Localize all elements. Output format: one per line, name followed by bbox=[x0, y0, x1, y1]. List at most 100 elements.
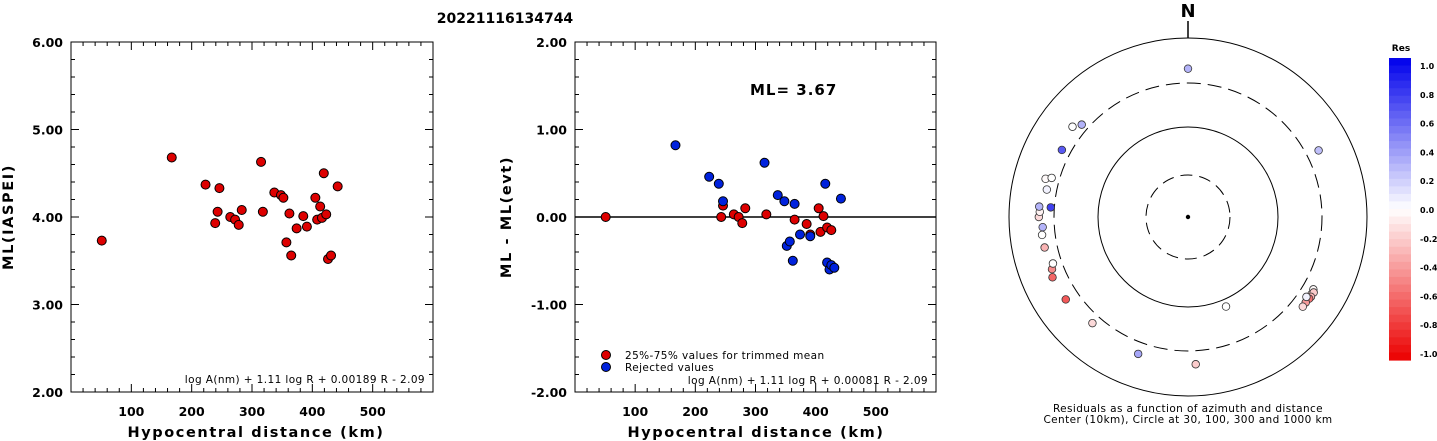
colorbar-label: -1.0 bbox=[1420, 350, 1437, 359]
data-point-trimmed bbox=[310, 192, 321, 203]
colorbar-blocks: 1.0 0.8 0.6 0.4 0.2 0.0 -0.2 -0.4 -0.6 -0.8 -1.0 bbox=[1389, 58, 1437, 361]
colorbar-block bbox=[1389, 246, 1411, 255]
data-point-rejected bbox=[805, 231, 816, 242]
colorbar-block bbox=[1389, 80, 1411, 89]
data-point-rejected bbox=[718, 196, 729, 207]
ring-1000km bbox=[1008, 37, 1368, 397]
colorbar-block bbox=[1389, 193, 1411, 203]
colorbar-block bbox=[1389, 314, 1411, 323]
data-point-trimmed bbox=[166, 152, 177, 163]
colorbar-block bbox=[1389, 73, 1411, 82]
station-residual-point bbox=[1183, 64, 1193, 73]
data-point-trimmed bbox=[332, 181, 343, 192]
colorbar-block bbox=[1389, 261, 1411, 270]
colorbar-block bbox=[1389, 186, 1411, 195]
colorbar-label: 1.0 bbox=[1420, 62, 1435, 71]
y-tick-label: 0.00 bbox=[536, 210, 567, 225]
polar-points bbox=[1034, 64, 1323, 369]
colorbar-block bbox=[1389, 88, 1411, 97]
x-tick-label: 500 bbox=[863, 404, 889, 419]
y-tick-label: -1.00 bbox=[531, 298, 567, 313]
data-point-trimmed bbox=[278, 192, 289, 203]
y-tick-label: -2.00 bbox=[531, 385, 567, 400]
data-point-trimmed bbox=[256, 156, 267, 167]
data-point-trimmed bbox=[801, 219, 812, 229]
colorbar-block bbox=[1389, 118, 1411, 127]
colorbar-block bbox=[1389, 299, 1411, 308]
data-point-trimmed bbox=[716, 212, 727, 222]
data-point-trimmed bbox=[813, 203, 824, 214]
colorbar-block bbox=[1389, 337, 1411, 346]
colorbar-block bbox=[1389, 269, 1411, 278]
data-point-rejected bbox=[779, 196, 790, 207]
plot2-points bbox=[600, 140, 846, 275]
y-tick-label: 2.00 bbox=[536, 35, 567, 50]
colorbar-block bbox=[1389, 58, 1411, 67]
colorbar-label: 0.6 bbox=[1420, 120, 1435, 129]
station-residual-point bbox=[1298, 302, 1307, 311]
station-residual-point bbox=[1048, 273, 1057, 282]
data-point-trimmed bbox=[789, 214, 800, 225]
y-tick-label: 5.00 bbox=[32, 123, 63, 138]
station-residual-point bbox=[1068, 122, 1077, 131]
colorbar-title: Res bbox=[1392, 44, 1410, 54]
station-residual-point bbox=[1035, 202, 1044, 211]
colorbar-block bbox=[1389, 322, 1411, 331]
data-point-rejected bbox=[670, 140, 681, 151]
y-tick-label: 1.00 bbox=[536, 123, 567, 138]
station-residual-point bbox=[1038, 222, 1047, 232]
figure-title: 20221116134744 bbox=[437, 11, 574, 27]
colorbar-block bbox=[1389, 209, 1411, 218]
plot1-ticks: 100 200 300 400 500 2.00 3.00 4.00 5.00 6.00 bbox=[32, 35, 433, 419]
ring-30km bbox=[1145, 174, 1231, 260]
x-tick-label: 300 bbox=[742, 404, 768, 419]
panel-residual-vs-distance: 100 200 300 400 500 -2.00 -1.00 0.00 1.00 2.00 ML… bbox=[499, 35, 937, 441]
colorbar-block bbox=[1389, 125, 1411, 135]
data-point-trimmed bbox=[96, 235, 107, 246]
colorbar-block bbox=[1389, 284, 1411, 293]
station-residual-point bbox=[1046, 203, 1055, 212]
data-point-rejected bbox=[759, 157, 770, 168]
colorbar-label: 0.0 bbox=[1420, 206, 1435, 215]
colorbar-block bbox=[1389, 276, 1411, 286]
data-point-rejected bbox=[820, 178, 831, 189]
data-point-trimmed bbox=[740, 203, 751, 214]
data-point-rejected bbox=[829, 262, 840, 273]
data-point-trimmed bbox=[233, 219, 244, 230]
colorbar-block bbox=[1389, 156, 1411, 165]
data-point-trimmed bbox=[321, 209, 332, 220]
colorbar-block bbox=[1389, 133, 1411, 142]
colorbar-block bbox=[1389, 292, 1411, 301]
colorbar: Res 1.0 0.8 0.6 0.4 0.2 0.0 -0.2 -0.4 -0.6 -0.8 -1… bbox=[1389, 44, 1437, 361]
plot2-x-axis-label: Hypocentral distance (km) bbox=[627, 425, 884, 441]
colorbar-block bbox=[1389, 163, 1411, 172]
colorbar-block bbox=[1389, 329, 1411, 338]
station-residual-point bbox=[1048, 259, 1058, 268]
legend-label-trimmed: 25%-75% values for trimmed mean bbox=[625, 350, 825, 362]
data-point-trimmed bbox=[284, 208, 295, 219]
colorbar-label: 0.4 bbox=[1420, 148, 1435, 157]
data-point-trimmed bbox=[281, 237, 292, 248]
station-residual-point bbox=[1077, 120, 1086, 129]
y-tick-label: 4.00 bbox=[32, 210, 63, 225]
x-tick-label: 100 bbox=[118, 404, 144, 419]
data-point-trimmed bbox=[600, 212, 611, 222]
data-point-rejected bbox=[789, 198, 800, 209]
data-point-trimmed bbox=[318, 168, 329, 179]
colorbar-block bbox=[1389, 216, 1411, 225]
colorbar-block bbox=[1389, 148, 1411, 157]
data-point-rejected bbox=[704, 171, 715, 182]
data-point-rejected bbox=[784, 236, 795, 247]
data-point-trimmed bbox=[212, 206, 223, 217]
panel-ml-vs-distance: 100 200 300 400 500 2.00 3.00 4.00 5.00 6.00 log … bbox=[1, 35, 434, 441]
station-residual-point bbox=[1047, 173, 1056, 183]
station-residual-point bbox=[1191, 360, 1200, 369]
data-point-trimmed bbox=[210, 218, 221, 229]
data-point-rejected bbox=[713, 178, 724, 189]
plot2-ml-annotation: ML= 3.67 bbox=[750, 81, 837, 99]
station-residual-point bbox=[1037, 230, 1047, 240]
colorbar-block bbox=[1389, 65, 1411, 74]
x-tick-label: 100 bbox=[622, 404, 648, 419]
y-tick-label: 2.00 bbox=[32, 385, 63, 400]
